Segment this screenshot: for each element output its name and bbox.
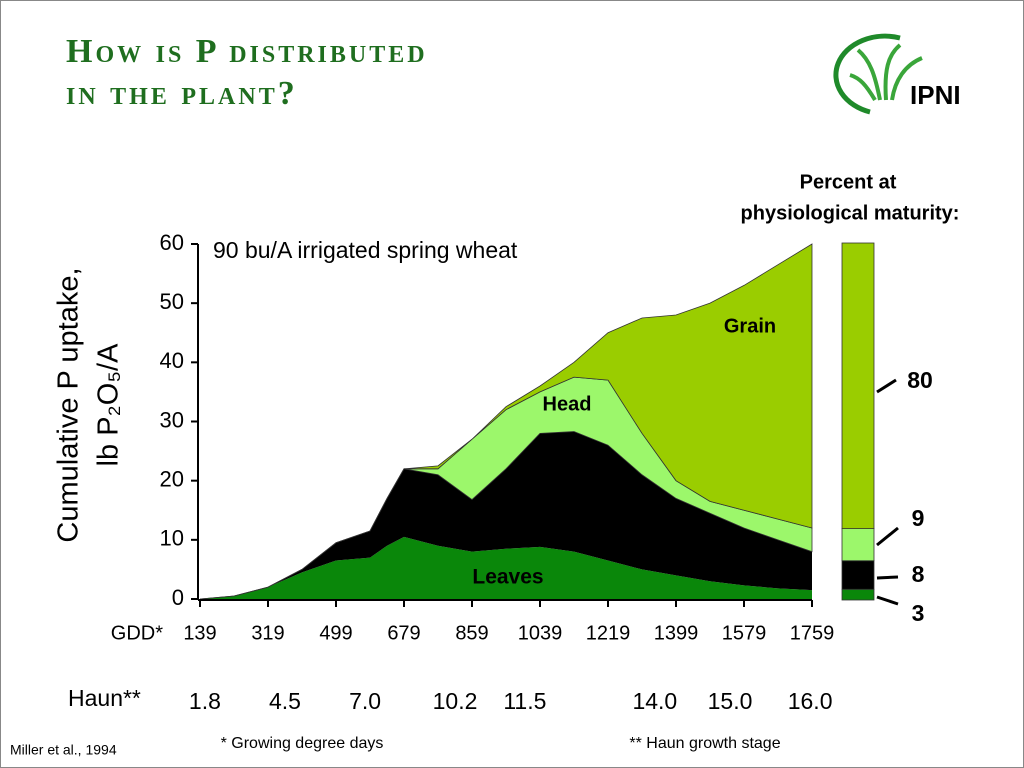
- source: Miller et al., 1994: [10, 742, 117, 758]
- bar-value-label: 80: [907, 367, 933, 393]
- logo: IPNI: [833, 33, 961, 115]
- x2-tick-label: 7.0: [349, 688, 381, 714]
- x-tick-label: 319: [251, 622, 284, 644]
- x-tick-label: 1399: [654, 622, 699, 644]
- leader-line: [876, 378, 897, 394]
- leader-line: [876, 595, 899, 606]
- x-tick-label: 499: [319, 622, 352, 644]
- bar-value-label: 3: [912, 600, 925, 626]
- y-tick-label: 20: [160, 466, 184, 491]
- leader-line: [876, 526, 899, 547]
- x-tick-label: 1579: [722, 622, 767, 644]
- x2-tick-label: 10.2: [433, 688, 478, 714]
- leader-line: [876, 575, 899, 580]
- footnote: ** Haun growth stage: [629, 735, 780, 752]
- x2-tick-label: 15.0: [708, 688, 753, 714]
- logo-leaves: [849, 43, 923, 102]
- x-tick-label: 1759: [790, 622, 835, 644]
- y-tick-label: 0: [172, 585, 184, 610]
- series-label: Grain: [724, 315, 776, 337]
- slide-title: in the plant?: [66, 75, 298, 112]
- area: [199, 243, 813, 600]
- y-axis-label-line: lb P₂O₅/A: [93, 343, 125, 467]
- x2-tick-label: 11.5: [503, 688, 546, 714]
- bar-segment: [841, 560, 875, 590]
- footnote: * Growing degree days: [221, 735, 384, 752]
- bar-value-label: 9: [912, 505, 925, 531]
- x-tick-label: 1039: [518, 622, 563, 644]
- bar-segment: [841, 242, 875, 530]
- x-tick-label: 1219: [586, 622, 631, 644]
- y-tick-label: 10: [160, 526, 184, 551]
- series-label: Stem: [514, 483, 563, 505]
- x-axis-label: GDD*: [111, 622, 163, 644]
- bar-value-label: 8: [912, 561, 925, 587]
- x-tick-label: 859: [455, 622, 488, 644]
- x-tick-label: 679: [387, 622, 420, 644]
- y-tick-label: 60: [160, 230, 184, 255]
- x2-tick-label: 4.5: [269, 688, 301, 714]
- series-label: Head: [543, 393, 592, 415]
- bar-title: physiological maturity:: [741, 202, 960, 224]
- y-axis-label: Cumulative P uptake, lb P₂O₅/A: [53, 267, 125, 542]
- annotation: 90 bu/A irrigated spring wheat: [213, 237, 518, 263]
- y-axis-label-line: Cumulative P uptake,: [53, 267, 85, 542]
- y-tick-label: 40: [160, 348, 184, 373]
- y-tick-label: 30: [160, 407, 184, 432]
- x2-tick-label: 16.0: [788, 688, 833, 714]
- bar-title: Percent at: [800, 171, 897, 193]
- logo-ring: [833, 33, 901, 115]
- area: [200, 536, 812, 599]
- x-tick-label: 139: [183, 622, 216, 644]
- area: [200, 431, 812, 599]
- bar-segment: [841, 588, 875, 601]
- series-label: Leaves: [472, 566, 543, 589]
- y-tick-label: 50: [160, 289, 184, 314]
- bar-segment: [841, 528, 875, 562]
- slide-title: How is P distributed: [66, 33, 428, 70]
- logo-text: IPNI: [910, 80, 961, 110]
- x2-tick-label: 1.8: [189, 688, 221, 714]
- x2-axis-label: Haun**: [68, 685, 141, 711]
- x2-tick-label: 14.0: [632, 688, 677, 714]
